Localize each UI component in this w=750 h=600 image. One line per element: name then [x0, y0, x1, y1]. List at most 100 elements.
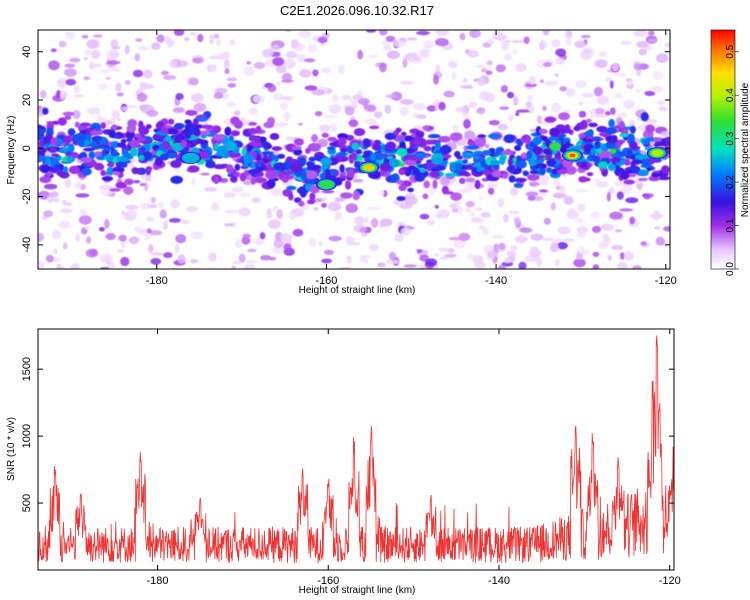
ridge-blob	[412, 167, 420, 176]
noise-blob	[466, 253, 476, 260]
noise-blob	[344, 106, 355, 116]
noise-blob	[643, 193, 651, 200]
noise-blob	[133, 226, 142, 232]
ridge-blob	[226, 164, 234, 174]
ridge-blob	[286, 185, 297, 191]
ridge-blob	[321, 132, 329, 138]
ridge-blob	[138, 125, 148, 134]
noise-blob	[650, 85, 663, 93]
noise-blob	[539, 189, 549, 193]
ridge-blob	[503, 134, 515, 144]
noise-blob	[98, 227, 105, 232]
noise-blob	[369, 244, 379, 251]
noise-blob	[65, 31, 73, 35]
noise-blob	[111, 45, 121, 50]
noise-blob	[469, 30, 481, 39]
ridge-blob	[419, 168, 426, 173]
ridge-blob	[474, 179, 481, 190]
noise-blob	[491, 234, 504, 239]
noise-blob	[554, 258, 561, 267]
snr-background	[38, 329, 674, 570]
x-tick-label: -120	[659, 575, 681, 587]
ridge-blob	[386, 155, 394, 160]
noise-blob	[633, 62, 641, 71]
noise-blob	[576, 232, 586, 238]
noise-blob	[72, 109, 81, 120]
noise-blob	[97, 115, 102, 122]
ridge-blob	[250, 176, 257, 185]
noise-blob	[606, 191, 611, 202]
noise-blob	[499, 106, 510, 111]
noise-blob	[169, 60, 178, 68]
ridge-blob	[514, 177, 527, 183]
noise-blob	[462, 112, 469, 119]
colorbar-tick-label: 0.3	[725, 131, 736, 145]
noise-blob	[75, 233, 80, 242]
noise-blob	[566, 37, 571, 47]
ridge-blob	[551, 168, 560, 175]
noise-blob	[244, 264, 256, 269]
noise-blob	[648, 38, 658, 43]
ridge-blob	[307, 165, 317, 170]
ridge-blob	[596, 125, 608, 133]
noise-blob	[377, 262, 386, 268]
ridge-blob	[133, 133, 142, 138]
noise-blob	[120, 240, 127, 249]
noise-blob	[620, 40, 632, 45]
ridge-blob	[544, 116, 557, 123]
noise-blob	[75, 193, 90, 198]
ridge-blob	[546, 158, 557, 167]
noise-blob	[393, 40, 407, 48]
ridge-blob	[641, 138, 650, 145]
x-tick-label: -160	[317, 575, 339, 587]
noise-blob	[486, 60, 493, 66]
ridge-blob	[501, 150, 514, 156]
noise-blob	[346, 255, 352, 264]
noise-blob	[338, 64, 345, 75]
ridge-blob	[42, 107, 49, 115]
ridge-blob	[641, 159, 651, 167]
ridge-blob	[404, 159, 417, 166]
ridge-blob	[243, 153, 254, 164]
ridge-blob	[131, 167, 138, 175]
noise-blob	[139, 182, 146, 187]
noise-blob	[110, 39, 119, 48]
noise-blob	[464, 177, 476, 183]
ridge-blob	[248, 127, 258, 135]
noise-blob	[509, 187, 519, 196]
noise-blob	[373, 111, 383, 118]
y-tick-label: 500	[21, 494, 33, 512]
ridge-blob	[585, 177, 591, 182]
ridge-blob	[400, 131, 407, 137]
noise-blob	[227, 83, 237, 88]
noise-blob	[312, 69, 319, 77]
noise-blob	[448, 237, 462, 241]
spectrogram-y-label: Frequency (Hz)	[6, 116, 17, 185]
noise-blob	[542, 237, 554, 242]
ridge-blob	[201, 124, 214, 130]
ridge-blob	[230, 130, 240, 137]
noise-blob	[625, 197, 639, 204]
noise-blob	[379, 218, 393, 227]
ridge-blob	[40, 165, 50, 174]
noise-blob	[468, 101, 477, 109]
noise-blob	[648, 30, 655, 36]
peak-blob	[181, 152, 200, 164]
noise-blob	[172, 107, 185, 113]
noise-blob	[478, 225, 486, 230]
ridge-blob	[609, 107, 616, 115]
noise-blob	[400, 227, 411, 237]
noise-blob	[435, 38, 449, 47]
noise-blob	[529, 128, 537, 132]
noise-blob	[506, 250, 517, 257]
ridge-blob	[532, 146, 543, 155]
noise-blob	[416, 30, 430, 36]
ridge-blob	[284, 175, 295, 180]
noise-blob	[193, 102, 207, 112]
noise-blob	[151, 196, 156, 204]
ridge-blob	[184, 131, 191, 139]
noise-blob	[283, 243, 292, 252]
ridge-blob	[80, 167, 92, 176]
noise-blob	[598, 51, 607, 57]
ridge-blob	[173, 122, 185, 130]
